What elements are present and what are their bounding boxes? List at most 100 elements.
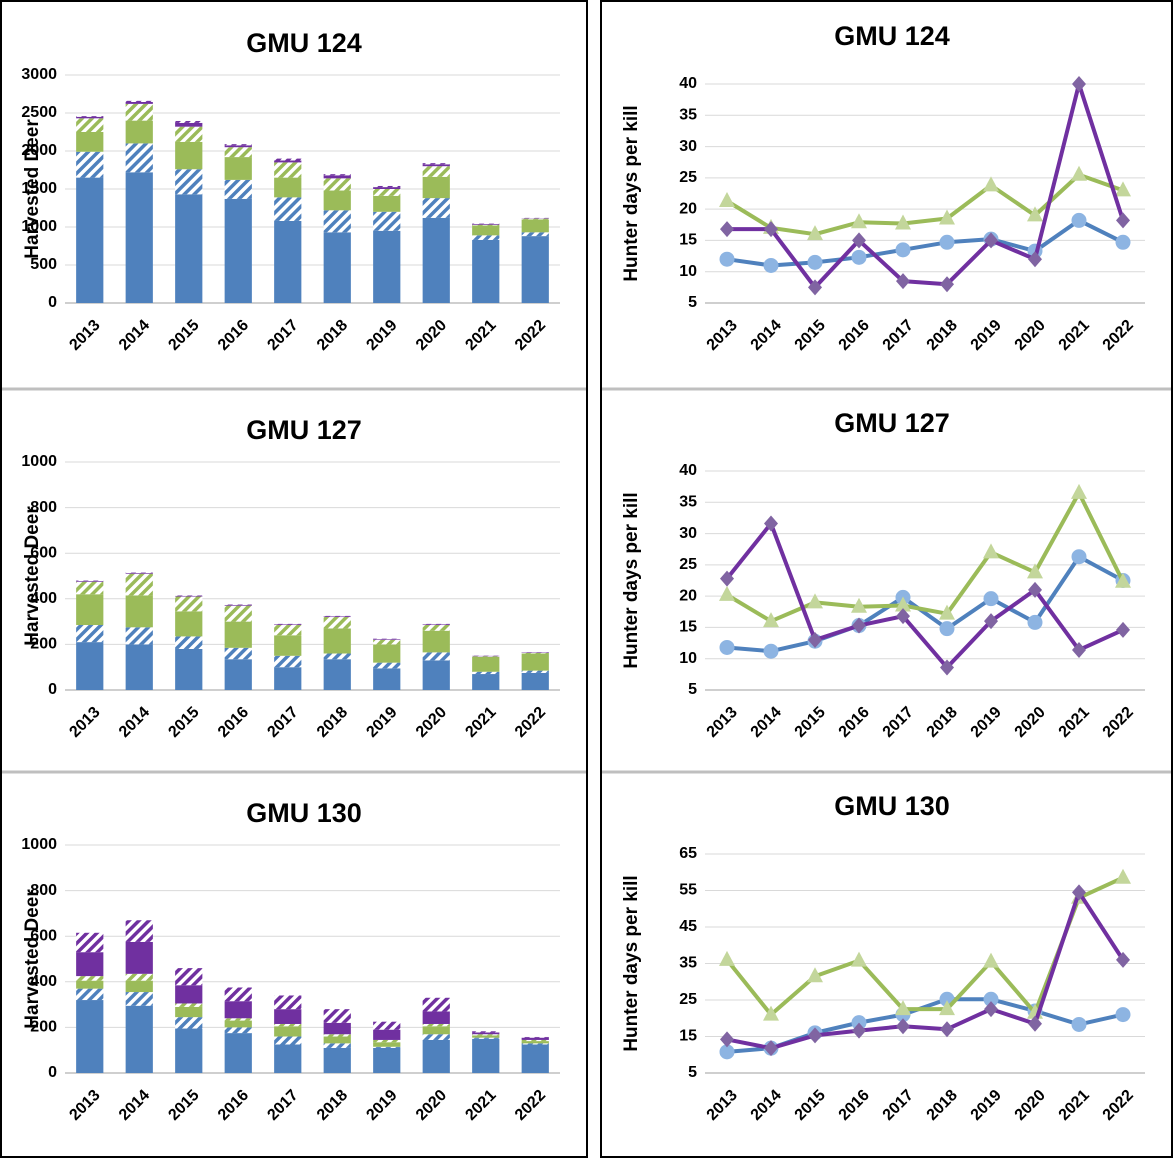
x-tick-label: 2020 bbox=[1012, 317, 1049, 354]
y-tick-label: 5 bbox=[688, 681, 697, 698]
bar-segment bbox=[323, 653, 351, 660]
y-tick-label: 0 bbox=[48, 1064, 57, 1081]
x-tick-label: 2014 bbox=[748, 704, 785, 741]
x-tick-label: 2016 bbox=[836, 704, 873, 741]
bar-segment bbox=[422, 163, 450, 165]
chart-title: GMU 124 bbox=[246, 28, 362, 58]
marker bbox=[1115, 234, 1131, 250]
bar-segment bbox=[274, 1044, 302, 1073]
y-tick-label: 0 bbox=[48, 681, 57, 698]
x-tick-label: 2017 bbox=[880, 317, 917, 354]
bar-segment bbox=[521, 1036, 549, 1038]
marker bbox=[851, 597, 867, 613]
bar-segment bbox=[175, 120, 203, 123]
marker bbox=[764, 221, 778, 238]
bar-segment bbox=[472, 656, 500, 657]
marker bbox=[940, 1021, 954, 1038]
bar-segment bbox=[521, 652, 549, 654]
marker bbox=[719, 639, 735, 655]
bar-segment bbox=[175, 141, 203, 170]
x-tick-label: 2022 bbox=[1100, 317, 1137, 354]
series-line bbox=[726, 554, 1124, 654]
bar-segment bbox=[521, 672, 549, 690]
x-tick-label: 2022 bbox=[1100, 1087, 1137, 1124]
y-tick-label: 45 bbox=[679, 918, 697, 935]
bar-segment bbox=[373, 639, 401, 640]
bar-segment bbox=[175, 194, 203, 303]
series-line bbox=[725, 521, 1124, 670]
marker bbox=[807, 967, 823, 983]
marker bbox=[1027, 206, 1043, 222]
bar-segment bbox=[76, 116, 104, 117]
marker bbox=[896, 1018, 910, 1035]
bar-segment bbox=[76, 625, 104, 643]
marker bbox=[808, 1027, 822, 1044]
bar-segment bbox=[125, 980, 153, 993]
x-tick-label: 2019 bbox=[363, 704, 400, 741]
bar-segment bbox=[422, 1026, 450, 1035]
bar-segment bbox=[323, 1022, 351, 1035]
y-tick-label: 200 bbox=[30, 1019, 57, 1036]
bar-segment bbox=[373, 1039, 401, 1043]
x-tick-label: 2017 bbox=[264, 1087, 301, 1124]
x-tick-label: 2018 bbox=[314, 317, 351, 354]
bar-segment bbox=[175, 985, 203, 1004]
bar-segment bbox=[323, 1043, 351, 1048]
bar-segment bbox=[521, 236, 549, 303]
marker bbox=[984, 1001, 998, 1018]
y-axis-label: Harvested Deer bbox=[22, 506, 43, 646]
x-tick-label: 2019 bbox=[968, 704, 1005, 741]
x-tick-label: 2016 bbox=[215, 317, 252, 354]
y-tick-label: 1000 bbox=[21, 218, 57, 235]
y-tick-label: 600 bbox=[30, 927, 57, 944]
marker bbox=[1072, 641, 1086, 658]
marker bbox=[1116, 212, 1130, 229]
marker bbox=[720, 1031, 734, 1048]
x-tick-label: 2018 bbox=[924, 704, 961, 741]
series-line bbox=[726, 890, 1125, 1051]
bar-segment bbox=[422, 652, 450, 661]
bar-segment bbox=[422, 164, 450, 167]
marker bbox=[983, 176, 999, 192]
bar-segment bbox=[76, 118, 104, 132]
marker bbox=[939, 604, 955, 620]
marker bbox=[1115, 1007, 1131, 1023]
bar-segment bbox=[125, 992, 153, 1006]
x-tick-label: 2019 bbox=[968, 317, 1005, 354]
bar-segment bbox=[76, 581, 104, 595]
marker bbox=[939, 209, 955, 225]
marker bbox=[983, 543, 999, 559]
y-tick-label: 1500 bbox=[21, 180, 57, 197]
bar-segment bbox=[125, 172, 153, 303]
marker bbox=[808, 631, 822, 648]
bar-segment bbox=[125, 100, 153, 102]
bar-segment bbox=[521, 1043, 549, 1045]
marker bbox=[719, 251, 735, 267]
marker bbox=[1115, 572, 1131, 588]
x-tick-label: 2021 bbox=[462, 317, 499, 354]
marker bbox=[1116, 951, 1130, 968]
marker bbox=[1072, 76, 1086, 92]
y-tick-label: 5 bbox=[688, 294, 697, 311]
y-tick-label: 600 bbox=[30, 544, 57, 561]
bar-segment bbox=[175, 611, 203, 637]
y-tick-label: 3000 bbox=[21, 66, 57, 83]
x-tick-label: 2022 bbox=[1100, 704, 1137, 741]
x-tick-label: 2017 bbox=[264, 704, 301, 741]
bar-segment bbox=[373, 662, 401, 669]
bar-segment bbox=[422, 217, 450, 303]
x-tick-label: 2013 bbox=[704, 1087, 741, 1124]
chart-title: GMU 130 bbox=[246, 798, 362, 828]
marker bbox=[939, 234, 955, 250]
x-tick-label: 2013 bbox=[66, 317, 103, 354]
marker bbox=[984, 232, 998, 249]
bar-segment bbox=[76, 988, 104, 1001]
bar-segment bbox=[521, 1037, 549, 1040]
x-tick-label: 2014 bbox=[116, 704, 153, 741]
y-tick-label: 2500 bbox=[21, 104, 57, 121]
bar-segment bbox=[274, 1026, 302, 1037]
bar-segment bbox=[521, 1044, 549, 1073]
marker bbox=[763, 643, 779, 659]
y-tick-label: 0 bbox=[48, 294, 57, 311]
bar-segment bbox=[274, 995, 302, 1010]
